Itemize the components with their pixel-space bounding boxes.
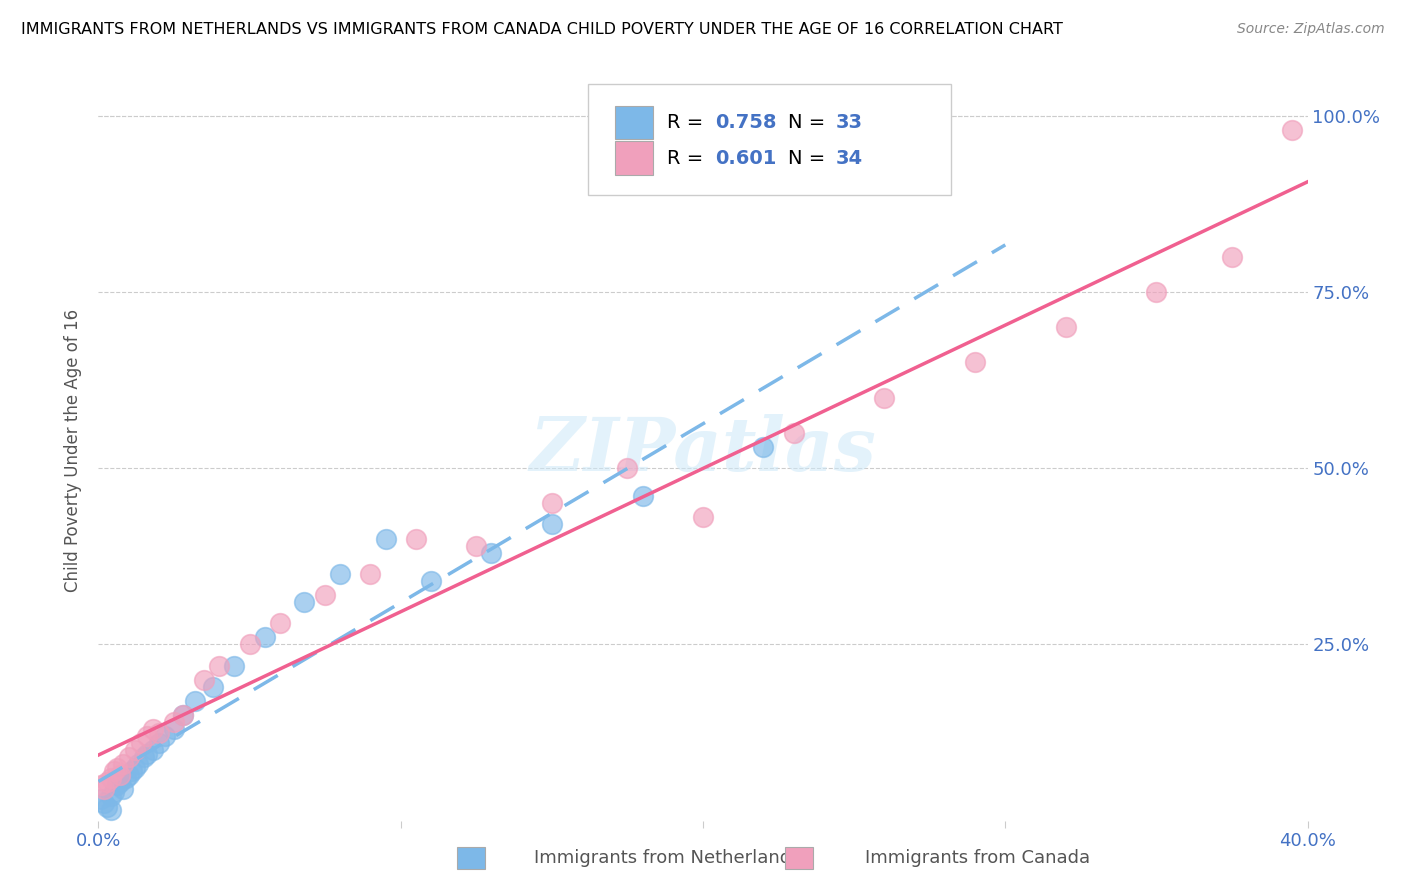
FancyBboxPatch shape — [614, 106, 654, 139]
Point — [783, 425, 806, 440]
Point — [360, 566, 382, 581]
Point — [208, 658, 231, 673]
Point — [631, 489, 654, 503]
Point — [100, 772, 122, 786]
Point — [329, 566, 352, 581]
Point — [172, 707, 194, 722]
Text: Immigrants from Canada: Immigrants from Canada — [865, 849, 1090, 867]
Point — [108, 768, 131, 782]
Point — [540, 496, 562, 510]
Point — [105, 761, 128, 775]
Point — [103, 785, 125, 799]
Point — [124, 761, 146, 775]
Text: ZIPatlas: ZIPatlas — [530, 414, 876, 487]
Text: 0.601: 0.601 — [716, 148, 776, 168]
Point — [142, 743, 165, 757]
Point — [420, 574, 443, 588]
Point — [96, 799, 118, 814]
Point — [111, 757, 134, 772]
Point — [108, 775, 131, 789]
Text: R =: R = — [666, 113, 709, 132]
Point — [752, 440, 775, 454]
Point — [1144, 285, 1167, 299]
Point — [121, 764, 143, 779]
Point — [96, 775, 118, 789]
Point — [202, 680, 225, 694]
Point — [239, 637, 262, 651]
Point — [193, 673, 215, 687]
Point — [1281, 122, 1303, 136]
Point — [253, 630, 276, 644]
Point — [163, 714, 186, 729]
Point — [90, 778, 112, 792]
Point — [692, 510, 714, 524]
Text: 0.758: 0.758 — [716, 113, 776, 132]
Point — [148, 725, 170, 739]
Point — [374, 532, 396, 546]
Text: IMMIGRANTS FROM NETHERLANDS VS IMMIGRANTS FROM CANADA CHILD POVERTY UNDER THE AG: IMMIGRANTS FROM NETHERLANDS VS IMMIGRANT… — [21, 22, 1063, 37]
Point — [184, 694, 207, 708]
Point — [153, 729, 176, 743]
Point — [93, 781, 115, 796]
Point — [132, 750, 155, 764]
Point — [148, 736, 170, 750]
Text: 34: 34 — [837, 148, 863, 168]
Point — [540, 517, 562, 532]
FancyBboxPatch shape — [588, 84, 950, 195]
Text: Immigrants from Netherlands: Immigrants from Netherlands — [534, 849, 801, 867]
Text: N =: N = — [787, 148, 831, 168]
Point — [118, 750, 141, 764]
Point — [118, 768, 141, 782]
Point — [405, 532, 427, 546]
Point — [163, 722, 186, 736]
Point — [103, 764, 125, 779]
Point — [616, 461, 638, 475]
Point — [172, 707, 194, 722]
Point — [269, 616, 291, 631]
Point — [1054, 320, 1077, 334]
Point — [90, 792, 112, 806]
Text: N =: N = — [787, 113, 831, 132]
Point — [127, 757, 149, 772]
Point — [292, 595, 315, 609]
FancyBboxPatch shape — [614, 141, 654, 175]
Point — [481, 546, 503, 560]
Point — [114, 772, 136, 786]
Point — [124, 743, 146, 757]
Point — [873, 391, 896, 405]
Point — [224, 658, 246, 673]
Point — [93, 796, 115, 810]
Point — [111, 781, 134, 796]
Point — [105, 778, 128, 792]
Point — [1220, 250, 1243, 264]
Text: Source: ZipAtlas.com: Source: ZipAtlas.com — [1237, 22, 1385, 37]
Text: 33: 33 — [837, 113, 863, 132]
Point — [965, 355, 987, 369]
Point — [129, 736, 152, 750]
Point — [135, 729, 157, 743]
Point — [465, 539, 488, 553]
Text: R =: R = — [666, 148, 709, 168]
Point — [314, 588, 336, 602]
Point — [100, 789, 122, 803]
Point — [142, 722, 165, 736]
Point — [135, 747, 157, 761]
Y-axis label: Child Poverty Under the Age of 16: Child Poverty Under the Age of 16 — [65, 309, 83, 592]
Point — [100, 803, 122, 817]
